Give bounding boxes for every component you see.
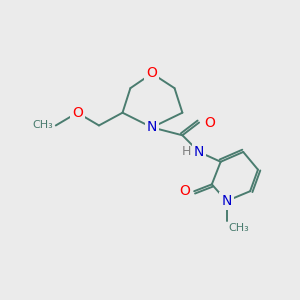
Text: N: N [147,120,157,134]
Text: CH₃: CH₃ [229,223,249,232]
Text: O: O [179,184,190,198]
Text: H: H [182,146,191,158]
Text: O: O [146,66,158,80]
Text: N: N [194,145,204,159]
Text: O: O [204,116,215,130]
Text: O: O [72,106,83,120]
Text: N: N [221,194,232,208]
Text: CH₃: CH₃ [32,121,53,130]
